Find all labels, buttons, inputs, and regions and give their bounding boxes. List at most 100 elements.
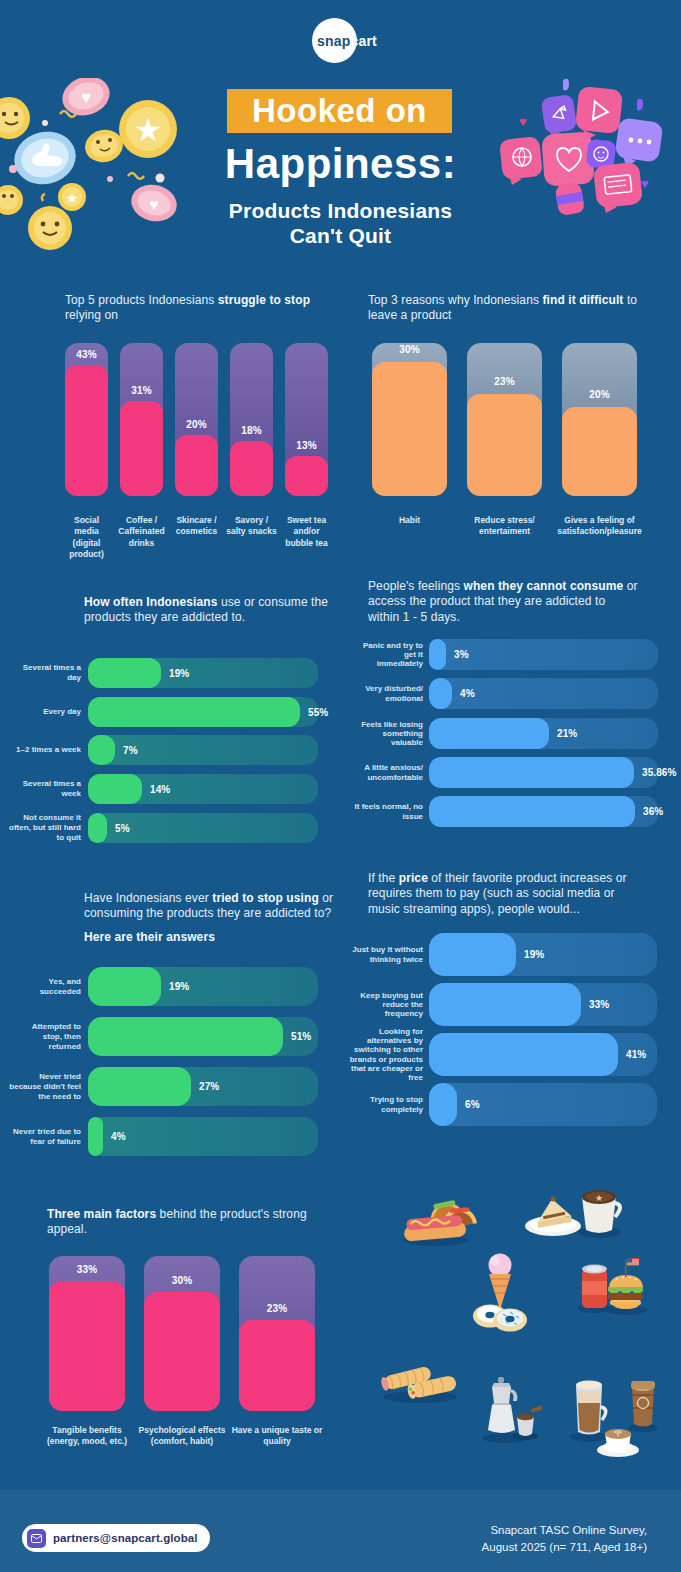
section-4-heading: Three main factors behind the product's … <box>47 1207 357 1238</box>
bar-fill <box>120 401 163 496</box>
svg-text:♥: ♥ <box>149 196 159 213</box>
food-icecream-donuts-illustration <box>468 1252 530 1334</box>
snapcart-logo: snapcart <box>310 18 430 68</box>
chart-feelings-when-cannot-consume: Panic and try to get it immediately 3% Ver… <box>0 639 681 827</box>
svg-text:♥: ♥ <box>81 88 91 107</box>
bar-category-label: Very disturbed/ emotional <box>343 678 423 709</box>
bar-category-label: Sweet tea and/or bubble tea <box>274 515 340 549</box>
bar-track: 20% <box>175 343 218 496</box>
chart-appeal-factors: 33%Tangible benefits (energy, mood, etc.… <box>49 1256 315 1481</box>
bar-value-label: 6% <box>465 1083 480 1126</box>
food-wraps-illustration <box>378 1354 462 1404</box>
bar-track: 23% <box>467 343 542 496</box>
bar-fill <box>49 1281 125 1411</box>
chart-top3-reasons: 30%Habit23%Reduce stress/ entertaiment20… <box>372 343 637 566</box>
svg-text:★: ★ <box>595 1193 603 1203</box>
section-2-right-heading: People's feelings when they cannot consu… <box>368 579 678 625</box>
email-pill[interactable]: partners@snapcart.global <box>22 1524 210 1552</box>
bar-fill <box>429 757 634 788</box>
bar-track: 18% <box>230 343 273 496</box>
bar-value-label: 13% <box>285 440 328 451</box>
bar-fill <box>230 441 273 496</box>
bar-track: 13% <box>285 343 328 496</box>
bar-fill <box>372 362 447 496</box>
bar-category-label: Panic and try to get it immediately <box>343 639 423 670</box>
bar-value-label: 21% <box>557 718 577 749</box>
survey-note: Snapcart TASC Online Survey, August 2025… <box>482 1522 647 1555</box>
bar-value-label: 3% <box>454 639 469 670</box>
bar-track: 30% <box>144 1256 220 1411</box>
bar-fill <box>65 365 108 496</box>
bar-fill <box>429 678 452 709</box>
bar-track: 31% <box>120 343 163 496</box>
section-2-left-heading: How often Indonesians use or consume the… <box>84 595 394 626</box>
email-text: partners@snapcart.global <box>53 1532 198 1544</box>
bar-fill <box>285 456 328 496</box>
food-coffee-cups-illustration <box>568 1374 664 1458</box>
bar-category-label: Have a unique taste or quality <box>223 1425 331 1448</box>
bar-track <box>429 1083 657 1126</box>
bar-track <box>429 983 657 1026</box>
bar-category-label: Feels like losing something valuable <box>343 718 423 749</box>
bar-value-label: 30% <box>144 1275 220 1286</box>
bar-fill <box>429 796 635 827</box>
bar-value-label: 20% <box>562 389 637 400</box>
bar-track: 30% <box>372 343 447 496</box>
bar-value-label: 20% <box>175 419 218 430</box>
bar-value-label: 33% <box>49 1264 125 1275</box>
bar-category-label: Just buy it without thinking twice <box>343 933 423 976</box>
bar-value-label: 23% <box>239 1303 315 1314</box>
bar-category-label: Trying to stop completely <box>343 1083 423 1126</box>
logo-text: snapcart <box>317 33 377 49</box>
infographic-page: { "page": {"background": "#16588C", "foo… <box>0 0 681 1572</box>
bar-value-label: 35.86% <box>642 757 677 788</box>
svg-text:★: ★ <box>134 112 163 148</box>
bar-category-label: Psychological effects (comfort, habit) <box>128 1425 236 1448</box>
bar-fill <box>429 1033 618 1076</box>
title-line-1: Hooked on <box>252 92 427 130</box>
bar-category-label: Keep buying but reduce the frequency <box>343 983 423 1026</box>
title-badge: Hooked on <box>227 89 452 133</box>
section-1-left-heading: Top 5 products Indonesians struggle to s… <box>65 293 375 324</box>
bar-value-label: 36% <box>643 796 663 827</box>
bar-track: 33% <box>49 1256 125 1411</box>
bar-value-label: 23% <box>467 376 542 387</box>
food-soda-burger-illustration <box>574 1252 650 1316</box>
svg-text:★: ★ <box>66 190 79 206</box>
email-icon <box>27 1529 46 1548</box>
bar-fill <box>239 1320 315 1411</box>
food-taco-hotdog-illustration <box>398 1185 484 1247</box>
bar-track <box>429 718 658 749</box>
chart-price-increase-response: Just buy it without thinking twice 19% Kee… <box>0 933 681 1126</box>
bar-track <box>429 757 658 788</box>
bar-value-label: 43% <box>65 349 108 360</box>
section-1-right-heading: Top 3 reasons why Indonesians find it di… <box>368 293 678 324</box>
bar-fill <box>144 1292 220 1411</box>
bar-fill <box>429 639 446 670</box>
bar-fill <box>429 718 549 749</box>
bar-value-label: 4% <box>460 678 475 709</box>
bar-fill <box>467 394 542 496</box>
section-3-left-heading: Have Indonesians ever tried to stop usin… <box>84 891 394 922</box>
bar-category-label: It feels normal, no issue <box>343 796 423 827</box>
food-cake-coffee-illustration: ★ <box>524 1184 624 1240</box>
bar-category-label: Looking for alternatives by switching to… <box>343 1033 423 1076</box>
svg-text:♥: ♥ <box>519 114 527 129</box>
bar-value-label: 30% <box>372 344 447 355</box>
bar-fill <box>175 435 218 496</box>
bar-track <box>429 1033 657 1076</box>
bar-track: 20% <box>562 343 637 496</box>
bar-value-label: 19% <box>524 933 544 976</box>
bar-track: 43% <box>65 343 108 496</box>
bar-value-label: 18% <box>230 425 273 436</box>
bar-track <box>429 796 658 827</box>
chart-top5-products: 43%Social media (digital product)31%Coff… <box>65 343 328 566</box>
bar-fill <box>429 1083 457 1126</box>
section-3-right-heading: If the price of their favorite product i… <box>368 871 680 917</box>
social-bubbles-illustration: ♥ ♥ <box>495 78 670 268</box>
bar-category-label: A little anxious/ uncomfortable <box>343 757 423 788</box>
coins-emoji-illustration: ♥ ★ ★ ♥ <box>0 78 190 268</box>
bar-category-label: Tangible benefits (energy, mood, etc.) <box>33 1425 141 1448</box>
bar-value-label: 31% <box>120 385 163 396</box>
bar-track: 23% <box>239 1256 315 1411</box>
